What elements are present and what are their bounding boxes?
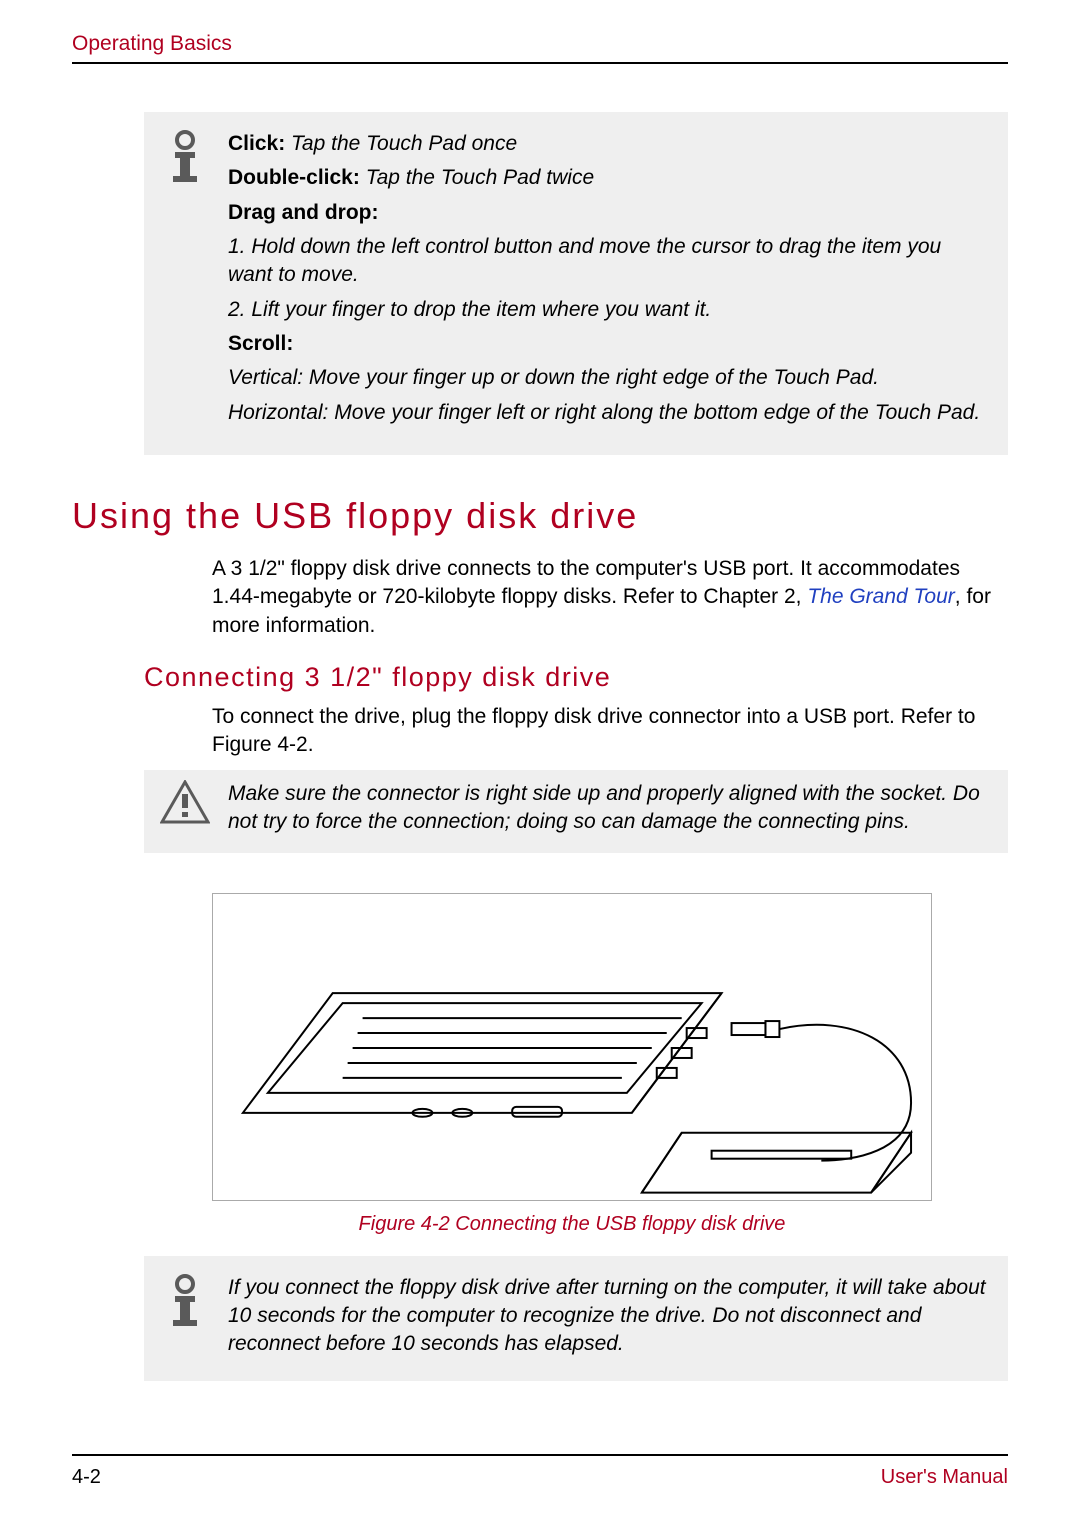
figure-4-2 (212, 893, 1008, 1201)
click-label: Click: (228, 132, 285, 155)
manual-label: User's Manual (881, 1466, 1008, 1489)
section-heading-usb-floppy: Using the USB floppy disk drive (72, 495, 1008, 537)
link-grand-tour[interactable]: The Grand Tour (807, 585, 954, 608)
info-icon (160, 130, 210, 433)
caution-note: Make sure the connector is right side up… (144, 770, 1008, 853)
running-header: Operating Basics (72, 32, 1008, 56)
scroll-vertical: Vertical: Move your finger up or down th… (228, 364, 986, 392)
manual-page: Operating Basics Click: Tap the Touch Pa… (0, 0, 1080, 1529)
doubleclick-label: Double-click: (228, 166, 360, 189)
page-footer: 4-2 User's Manual (72, 1454, 1008, 1489)
info-note-content: Click: Tap the Touch Pad once Double-cli… (228, 130, 986, 433)
section-intro: A 3 1/2" floppy disk drive connects to t… (212, 555, 1002, 640)
click-text: Tap the Touch Pad once (285, 132, 517, 155)
info-note-recognition: If you connect the floppy disk drive aft… (144, 1256, 1008, 1381)
info-note-touchpad: Click: Tap the Touch Pad once Double-cli… (144, 112, 1008, 455)
scroll-horizontal: Horizontal: Move your finger left or rig… (228, 399, 986, 427)
header-rule (72, 62, 1008, 64)
info-icon (160, 1274, 210, 1359)
dragdrop-step2: 2. Lift your finger to drop the item whe… (228, 296, 986, 324)
doubleclick-text: Tap the Touch Pad twice (360, 166, 594, 189)
subsection-heading-connecting: Connecting 3 1/2" floppy disk drive (144, 662, 1008, 693)
info-note2-text: If you connect the floppy disk drive aft… (228, 1274, 986, 1359)
footer-rule (72, 1454, 1008, 1456)
page-number: 4-2 (72, 1466, 101, 1489)
scroll-label: Scroll: (228, 332, 293, 355)
dragdrop-label: Drag and drop: (228, 201, 379, 224)
caution-icon (160, 780, 210, 837)
caution-text: Make sure the connector is right side up… (228, 780, 986, 837)
dragdrop-step1: 1. Hold down the left control button and… (228, 233, 986, 290)
figure-caption: Figure 4-2 Connecting the USB floppy dis… (212, 1213, 932, 1236)
figure-image (212, 893, 932, 1201)
subsection-body: To connect the drive, plug the floppy di… (212, 703, 1002, 760)
